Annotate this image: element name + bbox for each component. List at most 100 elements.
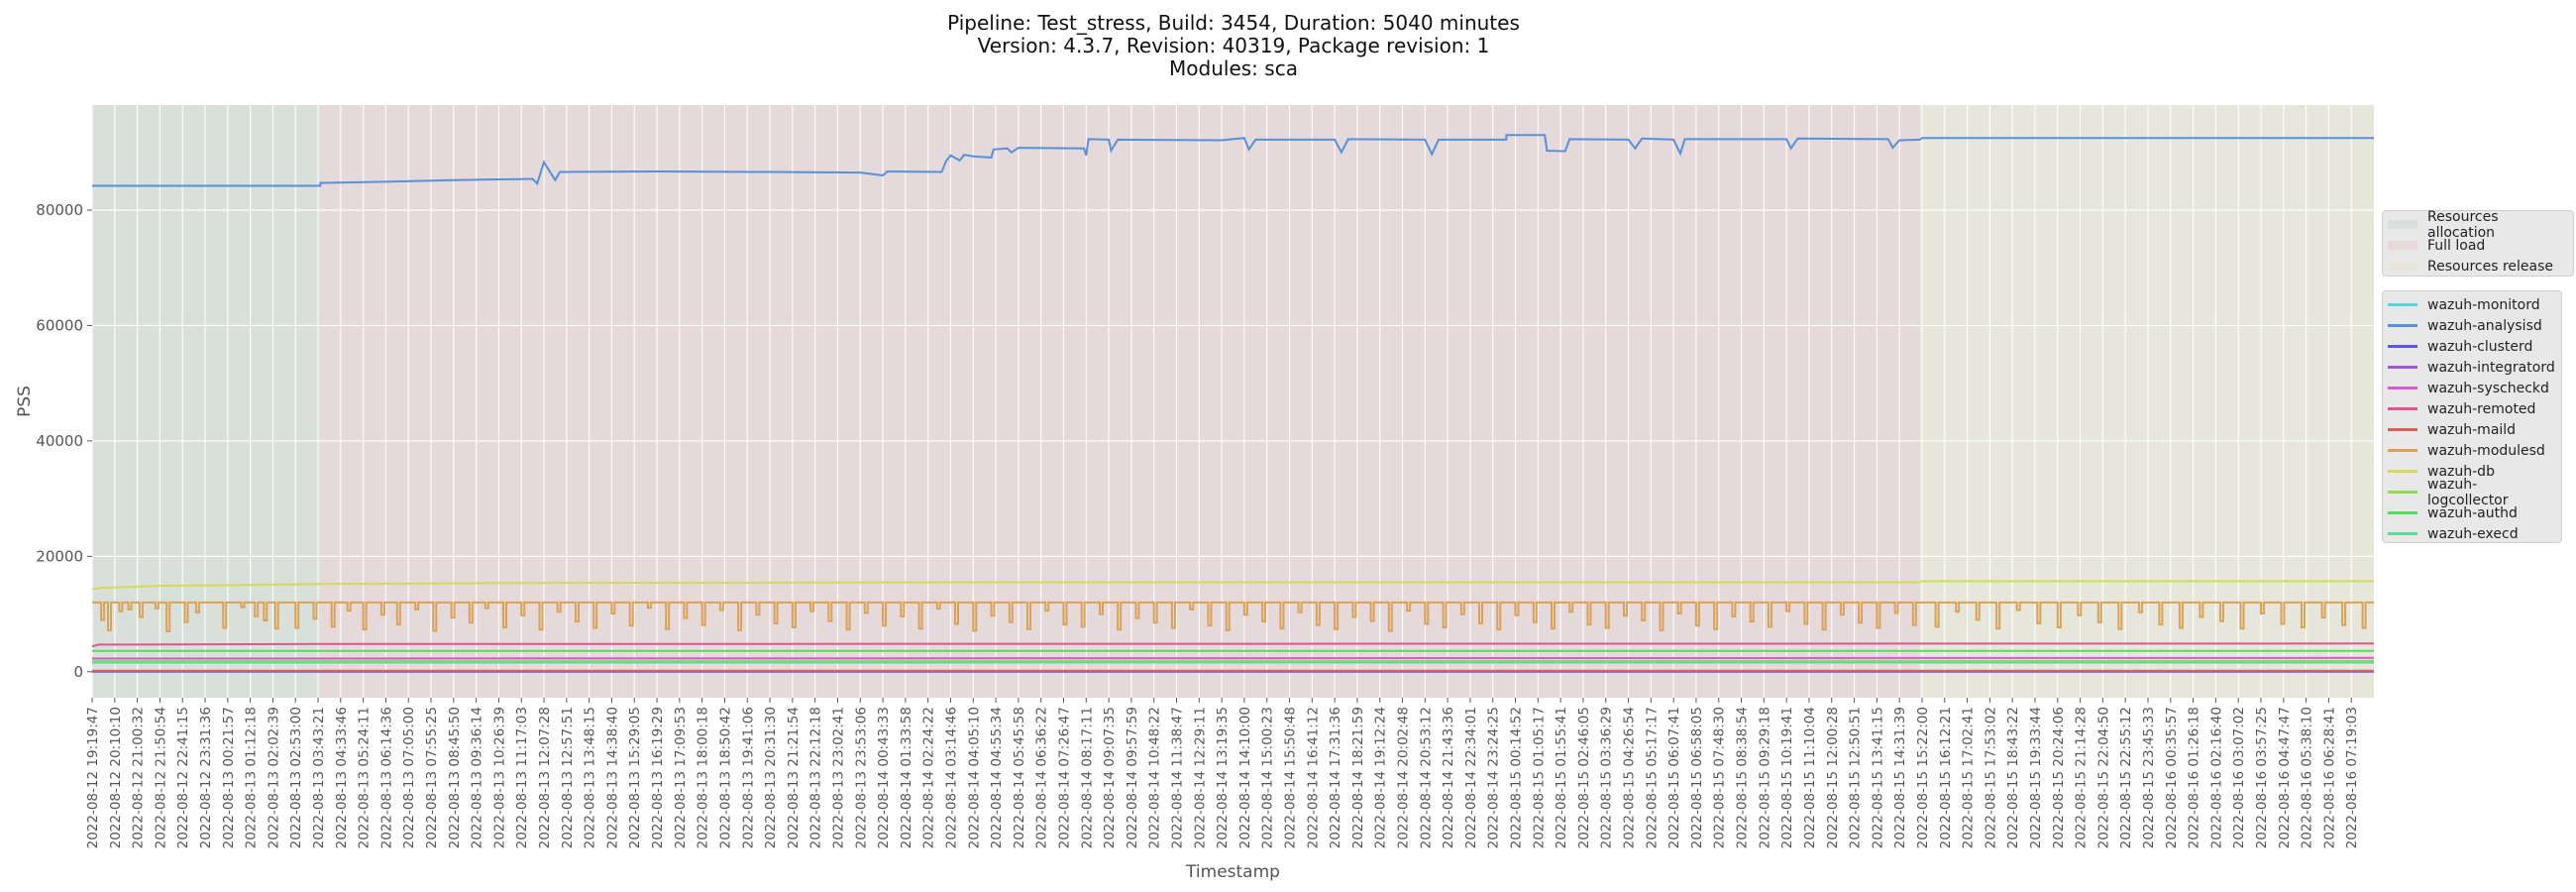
- legend-entry: wazuh-authd: [2388, 502, 2555, 523]
- x-tick-label: 2022-08-13 20:31:30: [763, 707, 779, 848]
- legend-label: wazuh-syscheckd: [2427, 380, 2549, 396]
- x-axis-label: Timestamp: [1185, 862, 1280, 882]
- x-tick-label: 2022-08-15 06:07:41: [1666, 707, 1682, 848]
- x-tick-label: 2022-08-15 23:45:33: [2141, 707, 2157, 848]
- y-tick-label: 60000: [36, 316, 83, 334]
- legend-entry: wazuh-syscheckd: [2388, 378, 2555, 398]
- x-tick-label: 2022-08-13 07:55:25: [424, 707, 440, 848]
- x-tick-label: 2022-08-15 20:24:06: [2051, 707, 2067, 848]
- x-tick-label: 2022-08-14 15:50:48: [1283, 707, 1299, 848]
- x-tick-label: 2022-08-13 16:19:29: [650, 707, 666, 848]
- x-tick-label: 2022-08-14 03:14:46: [943, 707, 959, 848]
- x-tick-label: 2022-08-16 01:26:18: [2187, 707, 2202, 848]
- x-tick-label: 2022-08-13 02:53:00: [288, 707, 304, 848]
- x-tick-label: 2022-08-14 20:53:12: [1418, 707, 1434, 848]
- x-tick-label: 2022-08-15 17:53:02: [1983, 707, 1998, 848]
- x-tick-label: 2022-08-13 18:50:42: [717, 707, 733, 848]
- legend-line-swatch: [2388, 407, 2417, 410]
- x-tick-label: 2022-08-13 00:21:57: [221, 707, 237, 848]
- x-tick-label: 2022-08-15 10:19:41: [1779, 707, 1795, 848]
- chart-title-line-3: Modules: sca: [1169, 56, 1298, 80]
- y-tick-label: 40000: [36, 432, 83, 450]
- legend-label: wazuh-clusterd: [2427, 338, 2533, 355]
- phase-span-resources-release: [1919, 105, 2374, 698]
- x-tick-label: 2022-08-15 21:14:28: [2074, 707, 2090, 848]
- legend-line-swatch: [2388, 387, 2417, 390]
- x-tick-label: 2022-08-16 05:38:10: [2300, 707, 2315, 848]
- x-tick-label: 2022-08-13 12:07:28: [537, 707, 553, 848]
- x-tick-label: 2022-08-13 07:05:00: [401, 707, 417, 848]
- x-tick-label: 2022-08-13 04:33:46: [334, 707, 350, 848]
- x-tick-label: 2022-08-15 17:02:41: [1961, 707, 1977, 848]
- x-tick-label: 2022-08-15 14:31:39: [1892, 707, 1908, 848]
- legend-label: wazuh-authd: [2427, 504, 2518, 521]
- legend-entry: Resources allocation: [2388, 209, 2567, 241]
- legend-line-swatch: [2388, 428, 2417, 431]
- legend-label: wazuh-logcollector: [2427, 476, 2509, 508]
- x-tick-label: 2022-08-14 08:17:11: [1079, 707, 1095, 848]
- x-tick-label: 2022-08-15 08:38:54: [1735, 707, 1751, 848]
- phase-legend: Resources allocation Full load Resources r…: [2382, 209, 2574, 277]
- x-tick-label: 2022-08-15 12:00:28: [1825, 707, 1841, 848]
- legend-entry: wazuh-maild: [2388, 419, 2555, 440]
- x-tick-label: 2022-08-15 15:22:00: [1915, 707, 1931, 848]
- phase-span-resources-allocation: [92, 105, 321, 698]
- x-tick-label: 2022-08-14 06:36:22: [1034, 707, 1050, 848]
- x-tick-label: 2022-08-15 01:55:41: [1554, 707, 1569, 848]
- x-tick-label: 2022-08-14 23:24:25: [1486, 707, 1502, 848]
- x-tick-label: 2022-08-12 19:19:47: [85, 707, 101, 848]
- x-tick-label: 2022-08-14 05:45:58: [1012, 707, 1027, 848]
- x-tick-label: 2022-08-15 02:46:05: [1576, 707, 1592, 848]
- x-tick-label: 2022-08-15 22:04:50: [2095, 707, 2111, 848]
- legend-label: wazuh-analysisd: [2427, 317, 2542, 334]
- legend-label: Resources allocation: [2427, 208, 2499, 241]
- x-tick-label: 2022-08-14 19:12:24: [1373, 707, 1389, 848]
- legend-entry: Full load: [2388, 235, 2567, 256]
- x-tick-label: 2022-08-13 08:45:50: [447, 707, 463, 848]
- chart-title-line-1: Pipeline: Test_stress, Build: 3454, Dura…: [947, 11, 1520, 35]
- x-tick-label: 2022-08-13 10:26:39: [491, 707, 507, 848]
- x-tick-label: 2022-08-13 13:48:15: [583, 707, 598, 848]
- x-tick-label: 2022-08-14 04:05:10: [966, 707, 982, 848]
- x-tick-label: 2022-08-15 03:36:29: [1599, 707, 1615, 848]
- legend-entry: wazuh-analysisd: [2388, 315, 2555, 336]
- x-tick-label: 2022-08-14 07:26:47: [1056, 707, 1072, 848]
- legend-label: wazuh-modulesd: [2427, 442, 2545, 459]
- y-tick-label: 0: [73, 663, 83, 681]
- x-tick-label: 2022-08-13 12:57:51: [560, 707, 576, 848]
- x-tick-label: 2022-08-16 03:07:02: [2231, 707, 2247, 848]
- y-tick-label: 80000: [36, 201, 83, 219]
- legend-label: wazuh-execd: [2427, 525, 2519, 542]
- x-tick-label: 2022-08-14 21:43:36: [1441, 707, 1456, 848]
- series-line-wazuh-db: [91, 580, 2374, 591]
- x-tick-label: 2022-08-14 20:02:48: [1396, 707, 1412, 848]
- y-tick-label: 20000: [36, 547, 83, 565]
- x-tick-label: 2022-08-13 03:43:21: [311, 707, 327, 848]
- x-tick-label: 2022-08-14 00:43:33: [876, 707, 892, 848]
- x-tick-label: 2022-08-13 09:36:14: [470, 707, 485, 848]
- legend-line-swatch: [2388, 491, 2417, 494]
- chart-title-line-2: Version: 4.3.7, Revision: 40319, Package…: [977, 34, 1490, 57]
- x-tick-label: 2022-08-15 19:33:44: [2028, 707, 2044, 848]
- x-tick-label: 2022-08-16 04:47:47: [2277, 707, 2293, 848]
- x-tick-label: 2022-08-13 01:12:18: [244, 707, 260, 848]
- series-line-wazuh-syscheckd: [91, 656, 2375, 660]
- x-tick-label: 2022-08-15 18:43:22: [2005, 707, 2021, 848]
- x-tick-label: 2022-08-13 17:09:53: [673, 707, 689, 848]
- x-tick-label: 2022-08-14 22:34:01: [1463, 707, 1479, 848]
- legend-entry: wazuh-db: [2388, 461, 2555, 482]
- x-tick-label: 2022-08-14 12:29:11: [1192, 707, 1208, 848]
- legend-line-swatch: [2388, 345, 2417, 348]
- x-tick-label: 2022-08-13 23:53:06: [853, 707, 869, 848]
- series-line-wazuh-analysisd: [92, 134, 2374, 187]
- x-tick-label: 2022-08-12 22:41:15: [175, 707, 191, 848]
- x-tick-label: 2022-08-14 02:24:22: [921, 707, 937, 848]
- x-tick-label: 2022-08-15 12:50:51: [1848, 707, 1864, 848]
- x-tick-label: 2022-08-15 01:05:17: [1531, 707, 1547, 848]
- legend-line-swatch: [2388, 303, 2417, 306]
- x-tick-label: 2022-08-13 14:38:40: [604, 707, 620, 848]
- legend-entry: wazuh-clusterd: [2388, 336, 2555, 357]
- legend-entry: Resources release: [2388, 256, 2567, 277]
- legend-swatch: [2388, 241, 2417, 250]
- x-tick-label: 2022-08-14 04:55:34: [989, 707, 1005, 848]
